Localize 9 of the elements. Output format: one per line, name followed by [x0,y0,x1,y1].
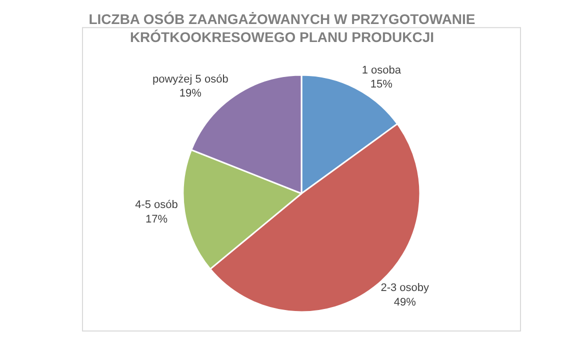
chart-title: LICZBA OSÓB ZAANGAŻOWANYCH W PRZYGOTOWANIE KRÓTKOOKRESOWEGO PLANU PRODUKCJI [88,10,476,46]
data-label: 15% [370,78,393,91]
data-label: 17% [145,214,168,226]
data-label: 19% [179,88,202,100]
slice-label: 4-5 osób [135,199,178,212]
slice-label: 2-3 osoby [380,282,430,294]
slice-label: powyżej 5 osób [152,73,228,86]
slice-label: 1 osoba [362,64,402,76]
data-label: 49% [394,296,416,308]
